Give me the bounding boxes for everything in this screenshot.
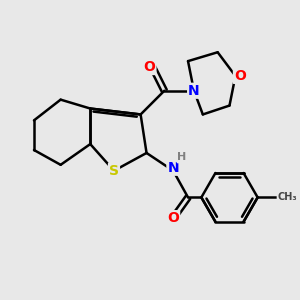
Text: H: H xyxy=(178,152,187,162)
Text: CH₃: CH₃ xyxy=(278,192,297,203)
Text: N: N xyxy=(188,84,200,98)
Text: N: N xyxy=(167,161,179,175)
Text: O: O xyxy=(144,60,155,74)
Text: O: O xyxy=(234,69,246,83)
Text: O: O xyxy=(167,211,179,225)
Text: S: S xyxy=(109,164,119,178)
